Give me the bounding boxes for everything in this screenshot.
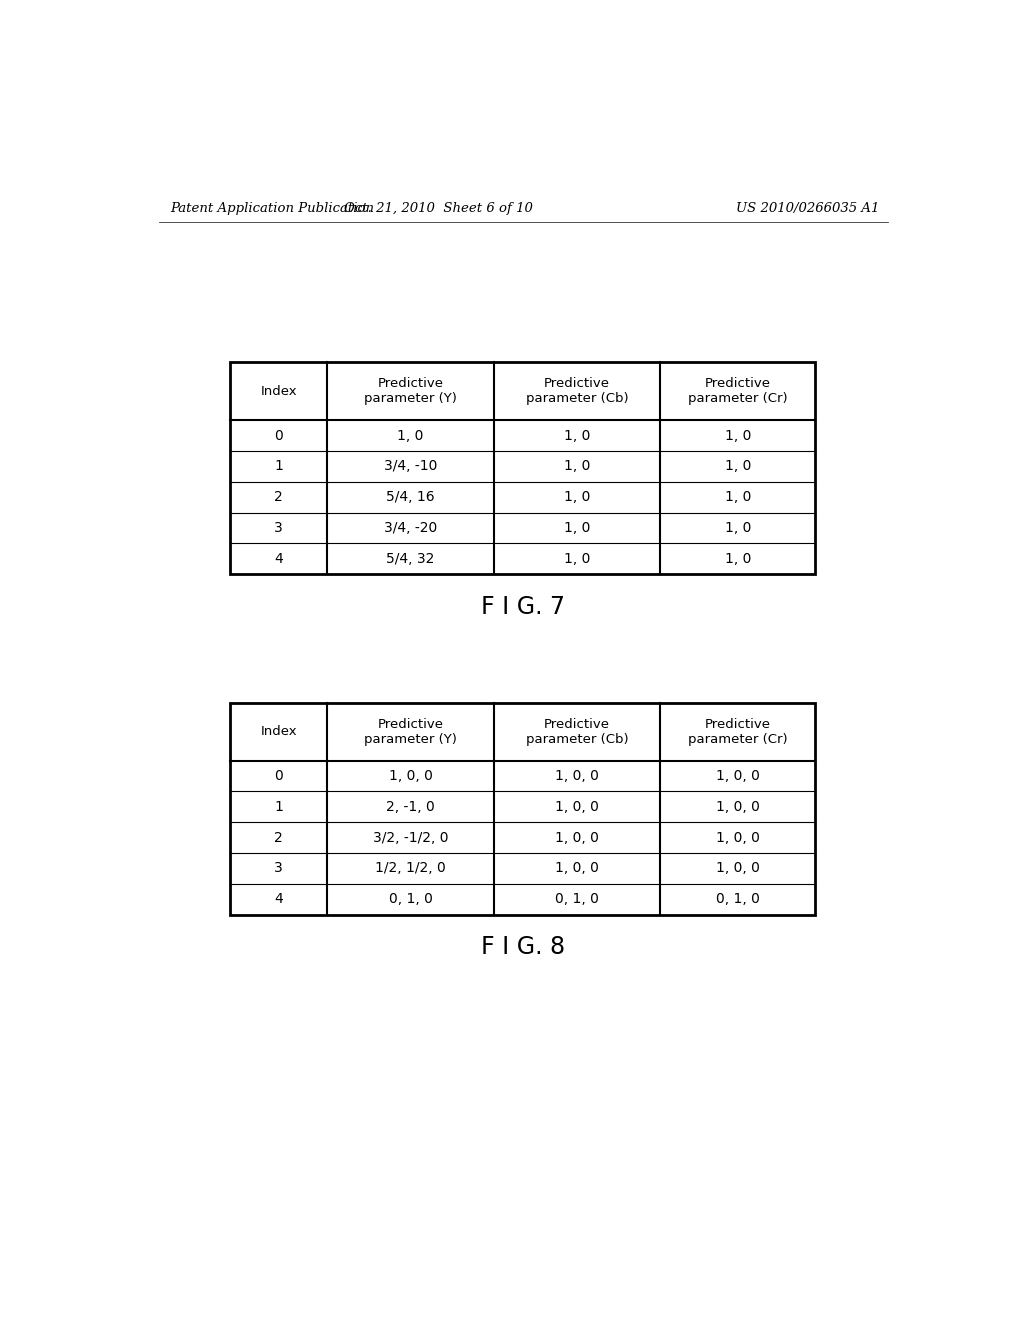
Text: 1, 0, 0: 1, 0, 0 — [388, 770, 432, 783]
Text: Predictive
parameter (Y): Predictive parameter (Y) — [365, 718, 457, 746]
Text: 2: 2 — [274, 490, 283, 504]
Text: F I G. 7: F I G. 7 — [481, 594, 565, 619]
Text: 0: 0 — [274, 429, 283, 442]
Text: 1, 0: 1, 0 — [564, 429, 590, 442]
Text: Patent Application Publication: Patent Application Publication — [171, 202, 375, 215]
Text: 1, 0, 0: 1, 0, 0 — [716, 770, 760, 783]
Text: Index: Index — [260, 725, 297, 738]
Text: 1, 0: 1, 0 — [564, 490, 590, 504]
Bar — [230, 363, 815, 574]
Text: Predictive
parameter (Cb): Predictive parameter (Cb) — [525, 718, 629, 746]
Text: 1, 0, 0: 1, 0, 0 — [555, 862, 599, 875]
Text: Oct. 21, 2010  Sheet 6 of 10: Oct. 21, 2010 Sheet 6 of 10 — [344, 202, 532, 215]
Text: 1, 0: 1, 0 — [725, 521, 752, 535]
Text: 1, 0, 0: 1, 0, 0 — [555, 830, 599, 845]
Text: 1, 0, 0: 1, 0, 0 — [716, 862, 760, 875]
Text: 0, 1, 0: 0, 1, 0 — [716, 892, 760, 906]
Text: US 2010/0266035 A1: US 2010/0266035 A1 — [736, 202, 880, 215]
Text: 2, -1, 0: 2, -1, 0 — [386, 800, 435, 813]
Text: 1: 1 — [274, 800, 284, 813]
Text: 0, 1, 0: 0, 1, 0 — [555, 892, 599, 906]
Text: 5/4, 32: 5/4, 32 — [386, 552, 434, 566]
Text: 1, 0: 1, 0 — [725, 459, 752, 474]
Text: Predictive
parameter (Y): Predictive parameter (Y) — [365, 378, 457, 405]
Text: 1, 0, 0: 1, 0, 0 — [716, 830, 760, 845]
Text: 1, 0: 1, 0 — [564, 552, 590, 566]
Text: 1, 0: 1, 0 — [397, 429, 424, 442]
Text: 1, 0: 1, 0 — [564, 521, 590, 535]
Text: 3/2, -1/2, 0: 3/2, -1/2, 0 — [373, 830, 449, 845]
Text: 4: 4 — [274, 552, 283, 566]
Text: 1, 0: 1, 0 — [725, 429, 752, 442]
Text: 4: 4 — [274, 892, 283, 906]
Text: 3: 3 — [274, 521, 283, 535]
Text: 3/4, -10: 3/4, -10 — [384, 459, 437, 474]
Text: 1, 0: 1, 0 — [564, 459, 590, 474]
Text: 0: 0 — [274, 770, 283, 783]
Text: 1: 1 — [274, 459, 284, 474]
Text: 1, 0, 0: 1, 0, 0 — [555, 770, 599, 783]
Text: 3/4, -20: 3/4, -20 — [384, 521, 437, 535]
Text: F I G. 8: F I G. 8 — [481, 935, 565, 958]
Bar — [230, 702, 815, 915]
Text: 1, 0: 1, 0 — [725, 552, 752, 566]
Text: 0, 1, 0: 0, 1, 0 — [388, 892, 432, 906]
Text: Predictive
parameter (Cb): Predictive parameter (Cb) — [525, 378, 629, 405]
Text: 5/4, 16: 5/4, 16 — [386, 490, 435, 504]
Text: 1, 0, 0: 1, 0, 0 — [716, 800, 760, 813]
Text: 2: 2 — [274, 830, 283, 845]
Text: 1/2, 1/2, 0: 1/2, 1/2, 0 — [375, 862, 445, 875]
Text: 1, 0, 0: 1, 0, 0 — [555, 800, 599, 813]
Text: Predictive
parameter (Cr): Predictive parameter (Cr) — [688, 718, 787, 746]
Text: 1, 0: 1, 0 — [725, 490, 752, 504]
Text: Predictive
parameter (Cr): Predictive parameter (Cr) — [688, 378, 787, 405]
Text: Index: Index — [260, 385, 297, 397]
Text: 3: 3 — [274, 862, 283, 875]
